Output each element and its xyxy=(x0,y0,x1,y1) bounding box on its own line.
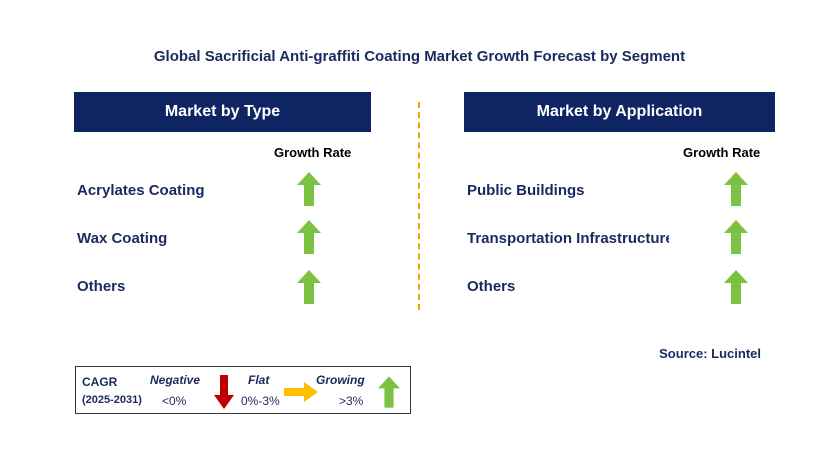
green-up-arrow-icon xyxy=(724,270,748,304)
legend-growing-label: Growing xyxy=(316,373,365,387)
green-up-arrow-icon xyxy=(378,376,400,408)
legend-growing-range: >3% xyxy=(339,394,364,408)
panel-header-type: Market by Type xyxy=(74,92,371,132)
type-row-label-1: Acrylates Coating xyxy=(77,182,205,199)
green-up-arrow-icon xyxy=(724,172,748,206)
panel-divider xyxy=(418,102,420,310)
source-note: Source: Lucintel xyxy=(659,346,761,361)
type-row-label-3: Others xyxy=(77,278,126,295)
legend-cagr-label: CAGR xyxy=(82,375,118,389)
green-up-arrow-icon xyxy=(724,220,748,254)
legend-flat-range: 0%-3% xyxy=(241,394,280,408)
legend-negative-label: Negative xyxy=(150,373,201,387)
legend-box: CAGR (2025-2031) Negative <0% Flat 0%-3%… xyxy=(75,366,411,414)
green-up-arrow-icon xyxy=(297,270,321,304)
type-row-label-2: Wax Coating xyxy=(77,230,168,247)
legend-period: (2025-2031) xyxy=(82,394,142,406)
panel-header-application: Market by Application xyxy=(464,92,775,132)
application-row-label-2: Transportation Infrastructure xyxy=(467,230,669,247)
green-up-arrow-icon xyxy=(297,172,321,206)
chart-title: Global Sacrificial Anti-graffiti Coating… xyxy=(153,48,686,65)
red-down-arrow-icon xyxy=(214,375,234,409)
legend-flat-label: Flat xyxy=(248,373,270,387)
application-row-label-1: Public Buildings xyxy=(467,182,585,199)
application-row-label-3: Others xyxy=(467,278,516,295)
green-up-arrow-icon xyxy=(297,220,321,254)
growth-rate-label-application: Growth Rate xyxy=(683,145,761,160)
legend-negative-range: <0% xyxy=(162,394,187,408)
growth-rate-label-type: Growth Rate xyxy=(274,145,352,160)
orange-right-arrow-icon xyxy=(284,382,318,402)
